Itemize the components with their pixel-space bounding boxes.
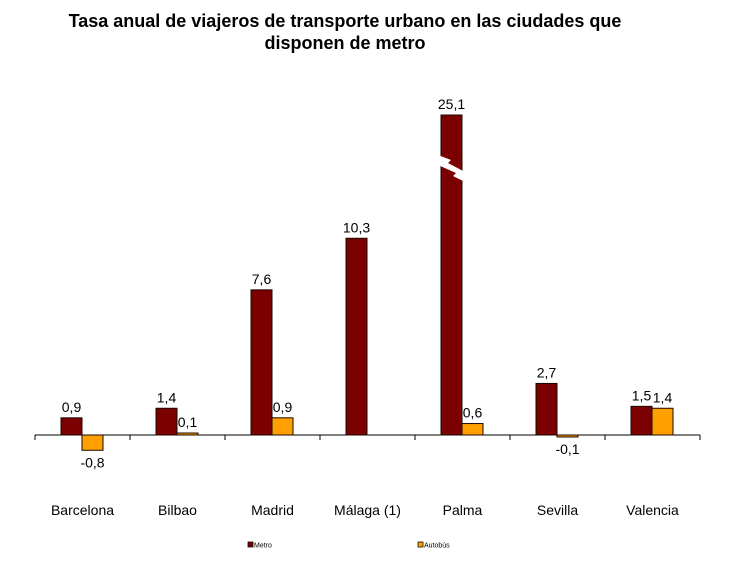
legend-label: Metro: [254, 543, 272, 550]
data-label: 1,4: [653, 389, 673, 405]
bar-autobus: [271, 417, 294, 436]
axis-break-mark: [438, 155, 465, 182]
legend-label: Autobús: [424, 543, 450, 550]
category-label: Valencia: [626, 502, 679, 518]
category-label: Barcelona: [51, 502, 114, 518]
bar-metro: [440, 114, 463, 436]
bar-metro: [60, 417, 83, 436]
bar-metro: [345, 237, 368, 436]
bar-metro: [630, 405, 653, 436]
bar-autobus: [556, 434, 579, 438]
bar-autobus: [81, 434, 104, 451]
bar-metro: [535, 382, 558, 436]
data-label: 7,6: [252, 271, 272, 287]
data-label: 0,6: [463, 405, 483, 421]
bar-autobus: [176, 432, 199, 436]
data-label: 1,4: [157, 389, 177, 405]
chart-title-line-2: disponen de metro: [264, 33, 426, 53]
category-label: Bilbao: [158, 502, 197, 518]
bar-metro: [155, 407, 178, 436]
category-label: Madrid: [251, 502, 294, 518]
category-label: Málaga (1): [334, 502, 401, 518]
data-label: 0,9: [273, 399, 293, 415]
chart-title: Tasa anual de viajeros de transporte urb…: [0, 10, 690, 54]
data-label: 1,5: [632, 387, 652, 403]
category-label: Palma: [443, 502, 483, 518]
data-label: 0,1: [178, 414, 198, 430]
category-label: Sevilla: [537, 502, 578, 518]
chart-title-line-1: Tasa anual de viajeros de transporte urb…: [68, 11, 622, 31]
bar-metro: [250, 289, 273, 436]
data-label: -0,1: [555, 441, 579, 457]
bar-autobus: [461, 423, 484, 436]
data-label: 0,9: [62, 399, 82, 415]
legend-swatch: [417, 541, 424, 548]
data-label: -0,8: [80, 454, 104, 470]
legend-swatch: [247, 541, 254, 548]
data-label: 2,7: [537, 364, 557, 380]
data-label: 25,1: [438, 96, 465, 112]
data-label: 10,3: [343, 219, 370, 235]
bar-autobus: [651, 407, 674, 436]
